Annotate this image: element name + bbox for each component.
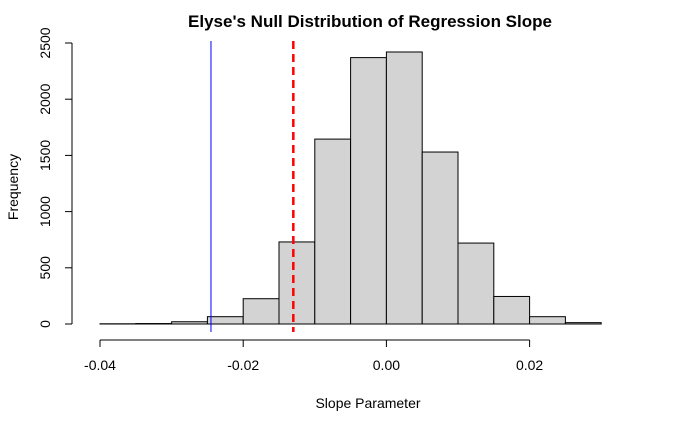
y-tick-label: 500 — [37, 256, 53, 280]
histogram-bar — [421, 151, 459, 325]
histogram-bar — [493, 295, 531, 325]
x-tick-label: -0.04 — [84, 357, 116, 373]
y-axis: 0 500 1000 1500 2000 2500 — [37, 27, 73, 328]
reference-lines — [210, 41, 295, 332]
x-tick-label: 0.00 — [373, 357, 400, 373]
y-tick-label: 1500 — [37, 140, 53, 171]
histogram-bars — [99, 51, 602, 325]
histogram-bar — [350, 57, 387, 325]
histogram-bar — [242, 298, 280, 325]
x-axis-label: Slope Parameter — [315, 395, 420, 411]
y-tick-label: 2500 — [37, 27, 53, 58]
histogram-bar — [314, 138, 352, 325]
y-tick-label: 1000 — [37, 196, 53, 227]
histogram-bar — [385, 51, 423, 325]
x-tick-label: -0.02 — [227, 357, 259, 373]
x-tick-label: 0.02 — [516, 357, 543, 373]
histogram-bar — [529, 316, 566, 325]
y-tick-label: 2000 — [37, 83, 53, 114]
y-axis-label: Frequency — [5, 154, 21, 220]
histogram-bar — [457, 242, 495, 325]
histogram-bar — [278, 241, 316, 325]
histogram-bar — [171, 321, 208, 325]
x-axis: -0.04 -0.02 0.00 0.02 — [84, 339, 543, 373]
y-tick-label: 0 — [37, 320, 53, 328]
histogram-bar — [206, 316, 244, 325]
histogram-bar — [564, 322, 602, 325]
chart-title: Elyse's Null Distribution of Regression … — [188, 12, 552, 31]
